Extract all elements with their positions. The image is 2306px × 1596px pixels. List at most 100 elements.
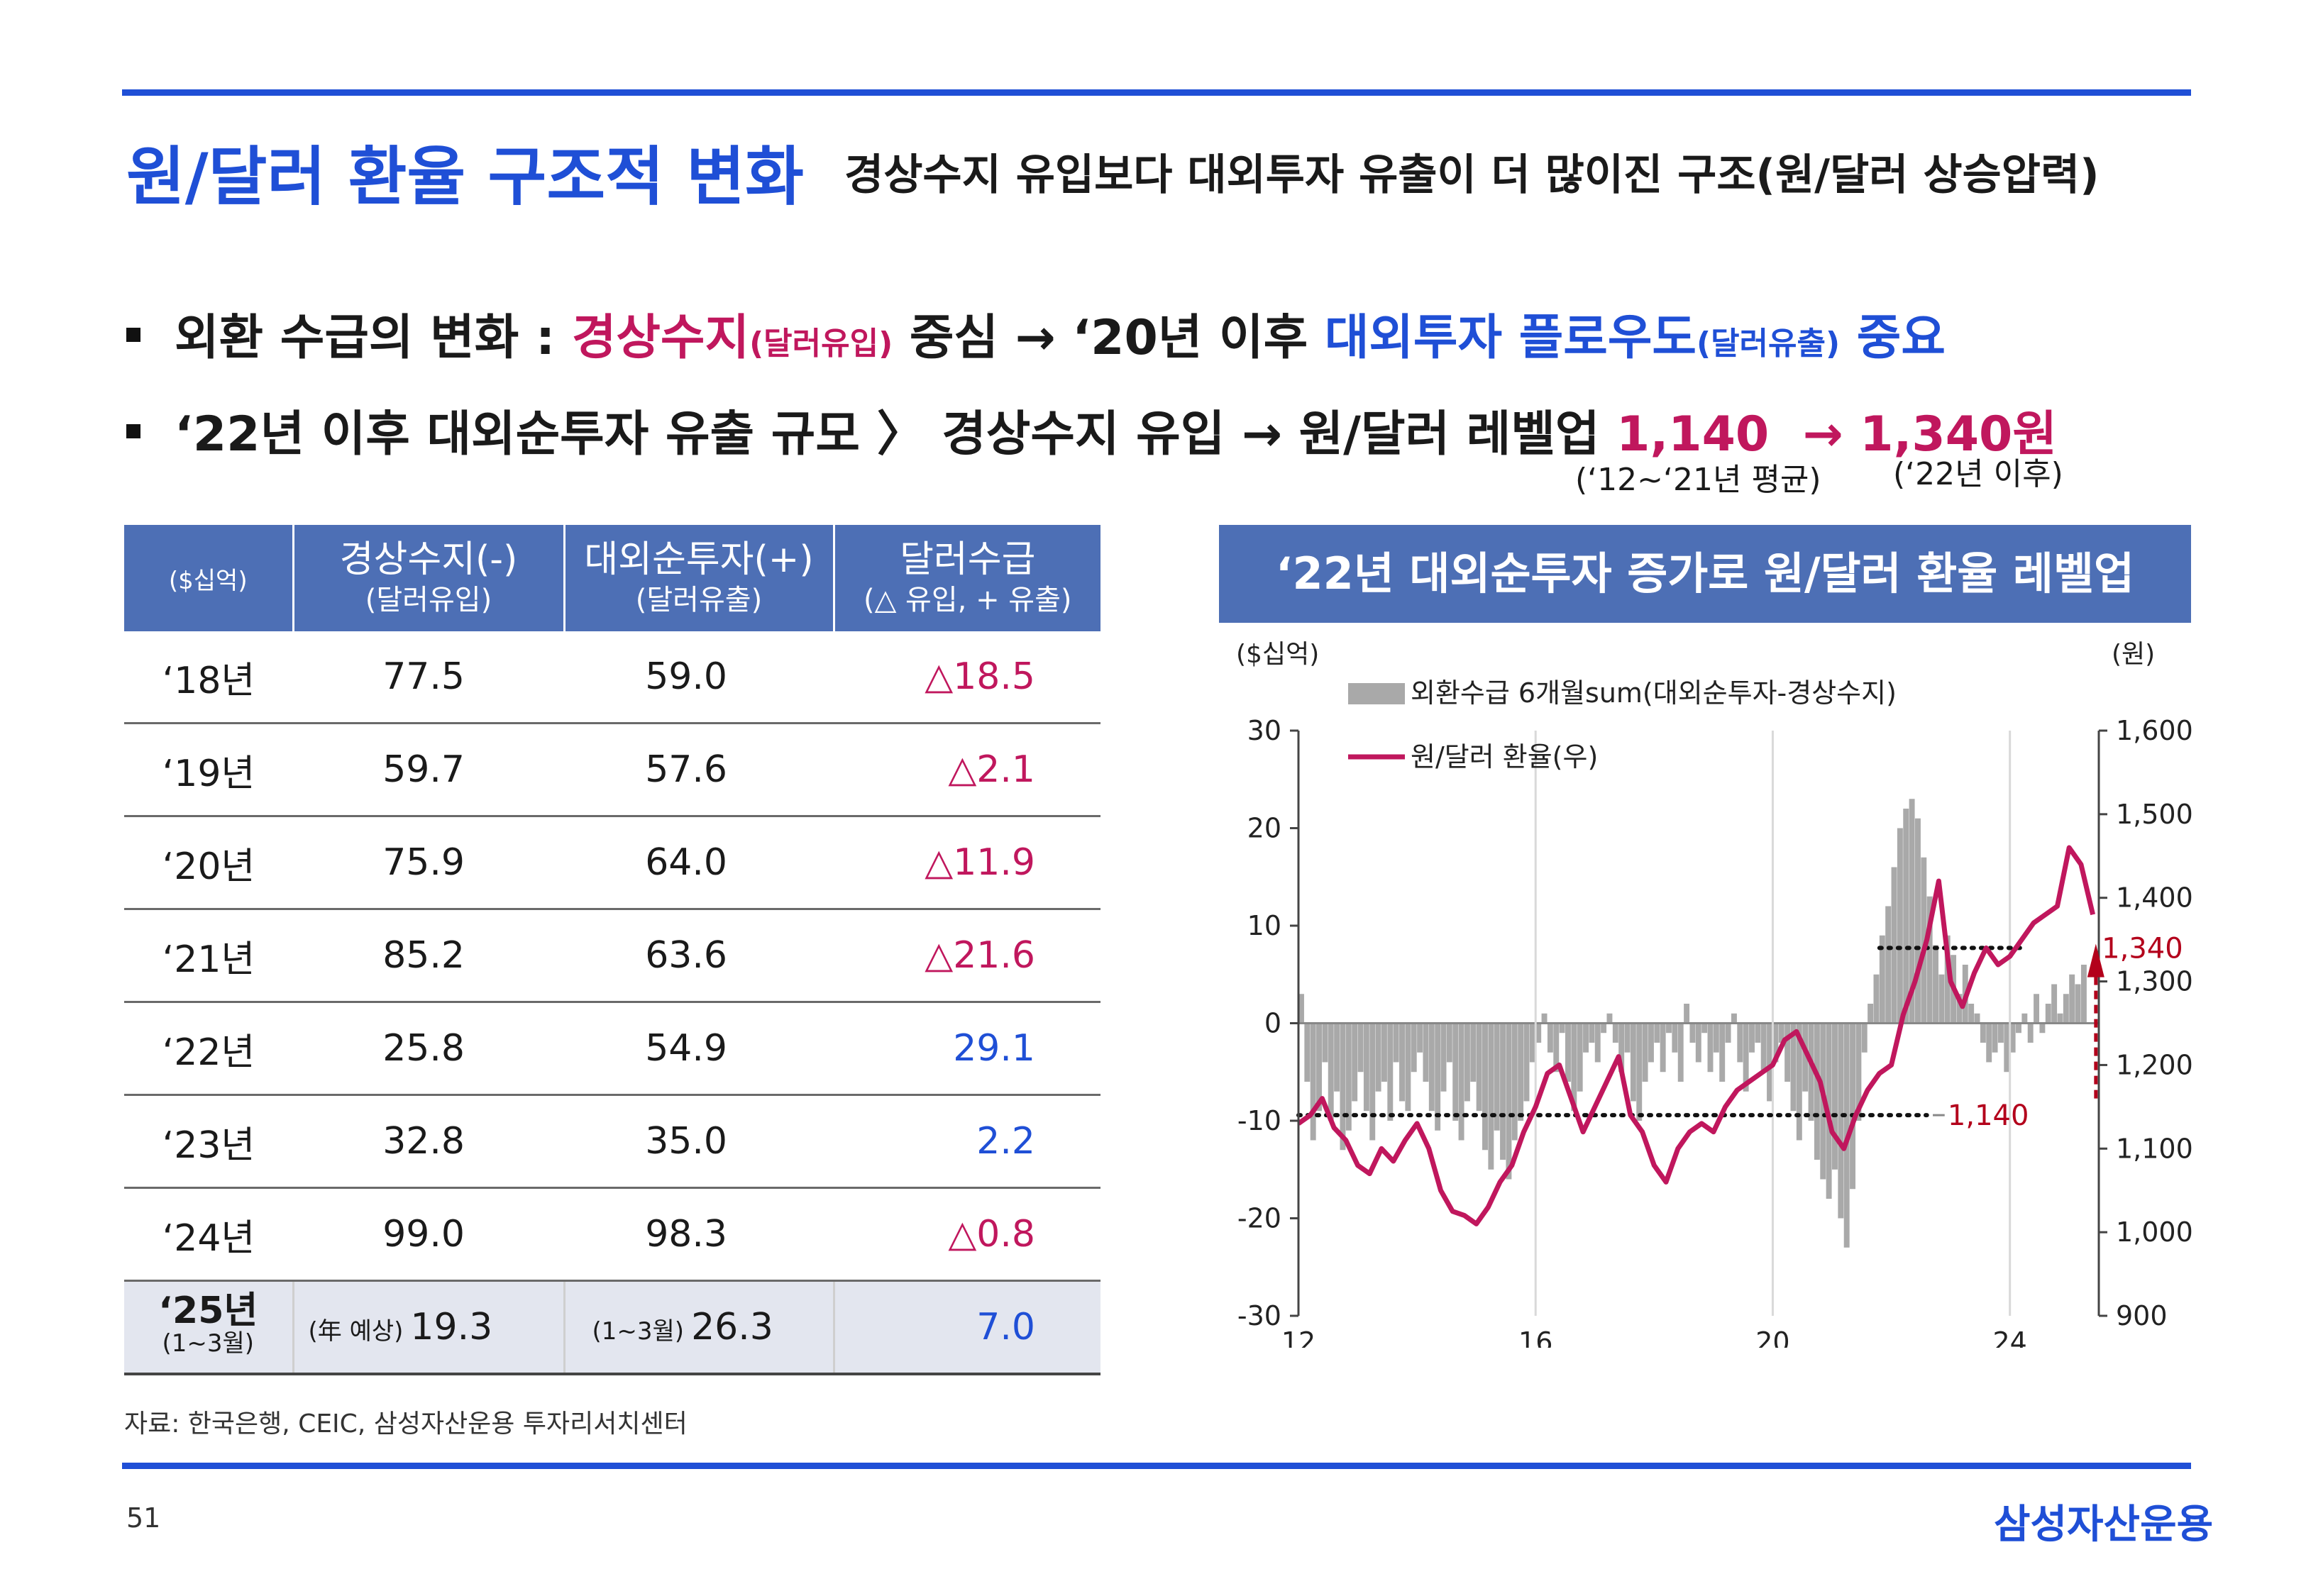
bar	[1784, 1023, 1791, 1082]
bar	[1879, 935, 1885, 1024]
row-year: ‘22년	[124, 1002, 293, 1096]
bar	[1986, 1023, 1992, 1063]
bar	[1458, 1023, 1464, 1141]
page-title: 원/달러 환율 구조적 변화	[126, 140, 804, 214]
bar	[1636, 1023, 1643, 1121]
bullet-square-icon	[126, 328, 140, 343]
row-current-account: 75.9	[293, 816, 564, 910]
bar	[1452, 1023, 1459, 1121]
bar	[1334, 1023, 1340, 1092]
bar	[1648, 1023, 1654, 1063]
bar	[1897, 828, 1903, 1024]
bar	[1624, 1023, 1631, 1053]
bullet-2: ‘22년 이후 대외순투자 유출 규모 〉 경상수지 유입 → 원/달러 레벨업…	[126, 394, 2057, 465]
left-tick-label: -10	[1237, 1105, 1281, 1136]
bar	[2034, 994, 2040, 1024]
row-net-investment: 64.0	[564, 816, 834, 910]
bar	[1476, 1023, 1482, 1112]
bar	[1719, 1023, 1726, 1082]
bar	[2057, 1013, 2063, 1024]
right-tick-label: 900	[2116, 1300, 2168, 1331]
bar	[1814, 1023, 1820, 1160]
bar	[1808, 1023, 1814, 1121]
bar	[1980, 1023, 1986, 1043]
bar	[1772, 1023, 1779, 1063]
bar	[1838, 1023, 1844, 1219]
annotation-1140: 1,140	[1948, 1099, 2029, 1132]
bar	[1618, 1023, 1625, 1073]
bar	[1357, 1023, 1364, 1073]
bar	[1749, 1023, 1755, 1053]
bar	[2069, 974, 2075, 1024]
bar	[1589, 1023, 1595, 1043]
right-tick-label: 1,400	[2116, 882, 2193, 914]
bar	[2063, 994, 2069, 1024]
bar	[1541, 1013, 1548, 1024]
right-tick-label: 1,600	[2116, 715, 2193, 746]
bar	[2021, 1013, 2028, 1024]
bar	[1944, 935, 1951, 1024]
bar	[1529, 1023, 1535, 1063]
flow-table: ($십억) 경상수지(-) (달러유입) 대외순투자(+) (달러유출) 달러수급(…	[124, 525, 1100, 1375]
row-current-account: 85.2	[293, 909, 564, 1003]
top-rule	[122, 89, 2191, 96]
bar	[1381, 1023, 1387, 1082]
left-tick-label: -20	[1237, 1203, 1281, 1234]
bar	[1731, 1013, 1737, 1024]
row-current-account: 77.5	[293, 631, 564, 724]
table-row: ‘18년 77.5 59.0 △18.5	[124, 631, 1100, 724]
bar	[1968, 1004, 1975, 1024]
bar	[1790, 1023, 1797, 1112]
row-year: ‘21년	[124, 909, 293, 1003]
bar	[1689, 1023, 1696, 1043]
bar	[1861, 1023, 1868, 1053]
bar	[1933, 945, 1938, 1024]
table-row-2025: ‘25년 (1~3월) (年 예상) 19.3 (1~3월) 26.3 7.0	[124, 1280, 1100, 1375]
table-header-row: ($십억) 경상수지(-) (달러유입) 대외순투자(+) (달러유출) 달러수급(…	[124, 525, 1100, 631]
bar	[2075, 984, 2081, 1024]
row-current-account: 25.8	[293, 1002, 564, 1096]
bar	[1405, 1023, 1411, 1112]
bar	[1594, 1023, 1601, 1063]
annotation-1340: 1,340	[2102, 932, 2183, 965]
bar	[1850, 1023, 1856, 1190]
bullet-2-text-b: 경상수지 유입 → 원/달러 레벨업	[925, 406, 1617, 462]
right-tick-label: 1,300	[2116, 966, 2193, 997]
row-current-account: 59.7	[293, 723, 564, 817]
legend-bar-label: 외환수급 6개월sum(대외순투자-경상수지)	[1411, 677, 1897, 709]
bar	[1707, 1023, 1714, 1073]
header-net-investment: 대외순투자(+) (달러유출)	[564, 525, 835, 631]
bar	[1417, 1023, 1423, 1053]
row-net-investment: (1~3월) 26.3	[564, 1280, 835, 1375]
bar	[1500, 1023, 1506, 1160]
bar	[1482, 1023, 1488, 1151]
bar	[1559, 1023, 1565, 1033]
right-tick-label: 1,000	[2116, 1217, 2193, 1248]
x-tick-label: 24	[1992, 1326, 2026, 1348]
right-tick-label: 1,200	[2116, 1049, 2193, 1080]
axes: 30 20 10 0 -10 -20 -30 1,600 1,500 1,400 1,300 1,20…	[1237, 715, 2193, 1348]
bar	[1345, 1023, 1352, 1131]
row-net-investment: 54.9	[564, 1002, 834, 1096]
bar	[1583, 1023, 1589, 1053]
bar	[1873, 974, 1880, 1024]
brand-logo: 삼성자산운용	[1994, 1502, 2214, 1548]
bar	[1440, 1023, 1447, 1092]
bar	[1672, 1023, 1678, 1053]
bullet-2-text-a: ‘22년 이후 대외순투자 유출 규모	[175, 406, 877, 462]
left-tick-label: 10	[1247, 910, 1281, 941]
bar	[1535, 1023, 1542, 1043]
bar	[1423, 1023, 1429, 1082]
bullet-2-arrow: →	[1769, 406, 1860, 462]
bar	[1399, 1023, 1405, 1102]
bullet-1-important: 중요	[1840, 310, 1946, 366]
bar	[1363, 1023, 1369, 1112]
bar	[1695, 1023, 1701, 1063]
bar	[1755, 1023, 1761, 1043]
level-lines	[1296, 946, 2024, 1118]
row-year: ‘23년	[124, 1095, 293, 1189]
bullet-2-level-high: 1,340원	[1860, 406, 2057, 462]
bar	[1435, 1023, 1441, 1131]
bar	[1322, 1023, 1328, 1063]
bar	[1428, 1023, 1435, 1112]
